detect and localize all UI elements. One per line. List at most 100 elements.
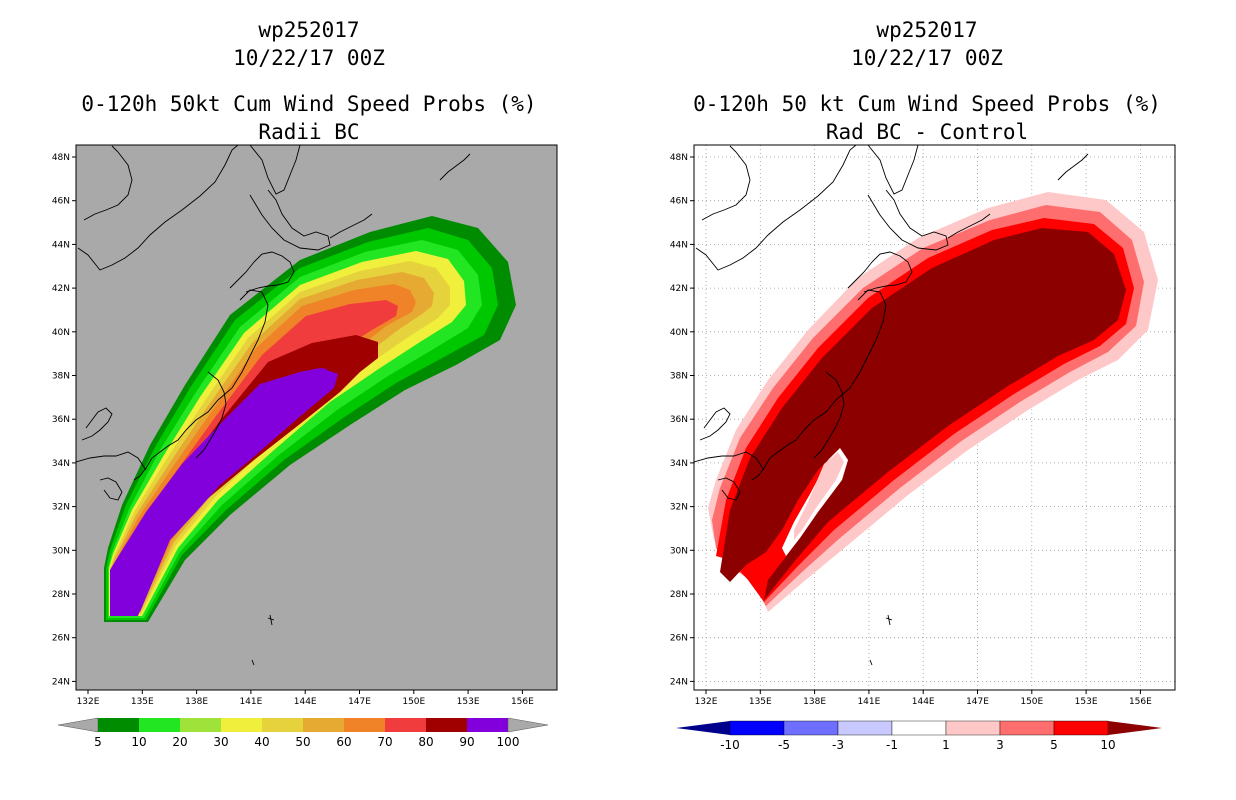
left-lon-label: 141E — [239, 697, 262, 707]
right-lon-label: 132E — [695, 697, 718, 707]
right-colorbar-box — [837, 720, 893, 736]
left-lat-label: 36N — [52, 415, 70, 425]
left-colorbar-label: 10 — [131, 735, 146, 749]
right-colorbar-box — [891, 720, 947, 736]
left-lat-label: 28N — [52, 590, 70, 600]
right-colorbar-label: -3 — [832, 738, 844, 752]
right-lon-label: 147E — [966, 697, 989, 707]
left-colorbar-low-arrow — [57, 717, 99, 733]
left-lon-label: 153E — [457, 697, 480, 707]
left-lat-label: 38N — [52, 372, 70, 382]
right-lon-label: 135E — [749, 697, 772, 707]
left-panel: wp252017 10/22/17 00Z 0-120h 50kt Cum Wi… — [52, 18, 558, 749]
right-storm-id: wp252017 — [876, 18, 978, 42]
left-lat-label: 44N — [52, 240, 70, 250]
left-colorbar-box — [98, 718, 139, 732]
left-colorbar-label: 60 — [336, 735, 351, 749]
right-lat-axis: 48N 46N 44N 42N 40N 38N 36N 34N 32N 30N 28N 26N 24N — [670, 153, 694, 687]
right-lon-label: 156E — [1129, 697, 1152, 707]
right-colorbar-box — [999, 720, 1055, 736]
right-colorbar-label: -1 — [886, 738, 898, 752]
swath-100 — [110, 368, 336, 616]
left-colorbar-label: 100 — [497, 735, 520, 749]
right-colorbar-high-arrow — [1108, 721, 1162, 735]
left-lat-label: 40N — [52, 328, 70, 338]
right-lat-label: 44N — [670, 240, 688, 250]
left-colorbar-label: 5 — [94, 735, 102, 749]
left-colorbar-box — [221, 718, 262, 732]
left-colorbar-label: 90 — [459, 735, 474, 749]
left-lat-label: 32N — [52, 503, 70, 513]
left-lat-label: 26N — [52, 634, 70, 644]
left-colorbar: 5 10 20 30 40 50 60 70 80 90 100 — [57, 717, 549, 749]
right-colorbar-label: -10 — [720, 738, 740, 752]
left-lon-label: 138E — [185, 697, 208, 707]
left-lat-label: 48N — [52, 153, 70, 163]
right-map-svg: 132E 135E 138E 141E 144E 147E 150E 153E 156E 48N… — [670, 144, 1176, 752]
right-lon-label: 153E — [1075, 697, 1098, 707]
right-lat-label: 42N — [670, 284, 688, 294]
right-colorbar-box — [945, 720, 1001, 736]
right-lat-label: 38N — [670, 372, 688, 382]
right-colorbar: -10 -5 -3 -1 1 3 5 10 — [676, 720, 1162, 752]
left-colorbar-box — [180, 718, 221, 732]
right-colorbar-box — [783, 720, 839, 736]
left-lon-label: 135E — [131, 697, 154, 707]
right-colorbar-label: 5 — [1050, 738, 1058, 752]
left-probability-swath — [104, 216, 516, 622]
right-subtitle: Rad BC - Control — [825, 120, 1029, 144]
left-colorbar-box — [303, 718, 344, 732]
left-colorbar-box — [467, 718, 508, 732]
right-lon-label: 138E — [803, 697, 826, 707]
right-colorbar-label: 10 — [1100, 738, 1115, 752]
right-title: 0-120h 50 kt Cum Wind Speed Probs (%) — [693, 92, 1161, 116]
left-lat-axis: 48N 46N 44N 42N 40N 38N 36N 34N 32N 30N 28N 26N 24N — [52, 153, 76, 687]
right-lat-label: 48N — [670, 153, 688, 163]
right-panel: wp252017 10/22/17 00Z 0-120h 50 kt Cum W… — [618, 0, 1236, 800]
right-lon-label: 141E — [857, 697, 880, 707]
left-colorbar-box — [139, 718, 180, 732]
diff-10 — [720, 228, 1126, 600]
left-colorbar-box — [262, 718, 303, 732]
left-lat-label: 34N — [52, 459, 70, 469]
right-lat-label: 46N — [670, 197, 688, 207]
right-difference-swath — [708, 192, 1158, 612]
left-lat-label: 42N — [52, 284, 70, 294]
right-lon-axis: 132E 135E 138E 141E 144E 147E 150E 153E 156E — [695, 690, 1152, 707]
left-datetime: 10/22/17 00Z — [233, 46, 385, 70]
left-colorbar-high-arrow — [507, 717, 549, 733]
left-lon-axis: 132E 135E 138E 141E 144E 147E 150E 153E 156E — [77, 690, 534, 707]
right-lat-label: 24N — [670, 677, 688, 687]
left-lon-label: 144E — [294, 697, 317, 707]
right-colorbar-box — [1053, 720, 1109, 736]
left-title: 0-120h 50kt Cum Wind Speed Probs (%) — [81, 92, 537, 116]
right-lat-label: 30N — [670, 546, 688, 556]
right-lat-label: 36N — [670, 415, 688, 425]
right-colorbar-box — [729, 720, 785, 736]
left-colorbar-box — [385, 718, 426, 732]
right-datetime: 10/22/17 00Z — [851, 46, 1003, 70]
left-lat-label: 46N — [52, 197, 70, 207]
right-lat-label: 34N — [670, 459, 688, 469]
right-lon-label: 144E — [912, 697, 935, 707]
left-lon-label: 147E — [348, 697, 371, 707]
left-lon-label: 150E — [402, 697, 425, 707]
left-colorbar-box — [344, 718, 385, 732]
right-lat-label: 26N — [670, 634, 688, 644]
left-colorbar-label: 40 — [254, 735, 269, 749]
right-colorbar-label: 1 — [942, 738, 950, 752]
right-coastlines — [694, 145, 1089, 666]
right-lat-label: 40N — [670, 328, 688, 338]
right-lon-label: 150E — [1020, 697, 1043, 707]
right-colorbar-label: -5 — [778, 738, 790, 752]
left-lon-label: 156E — [511, 697, 534, 707]
left-map-svg: 132E 135E 138E 141E 144E 147E 150E 153E 156E 48N… — [52, 144, 558, 749]
left-colorbar-label: 50 — [295, 735, 310, 749]
left-colorbar-label: 30 — [213, 735, 228, 749]
left-lat-label: 24N — [52, 677, 70, 687]
right-colorbar-low-arrow — [676, 721, 730, 735]
diff-interior-ring — [794, 452, 844, 540]
left-colorbar-label: 20 — [172, 735, 187, 749]
left-lon-label: 132E — [77, 697, 100, 707]
left-lat-label: 30N — [52, 546, 70, 556]
